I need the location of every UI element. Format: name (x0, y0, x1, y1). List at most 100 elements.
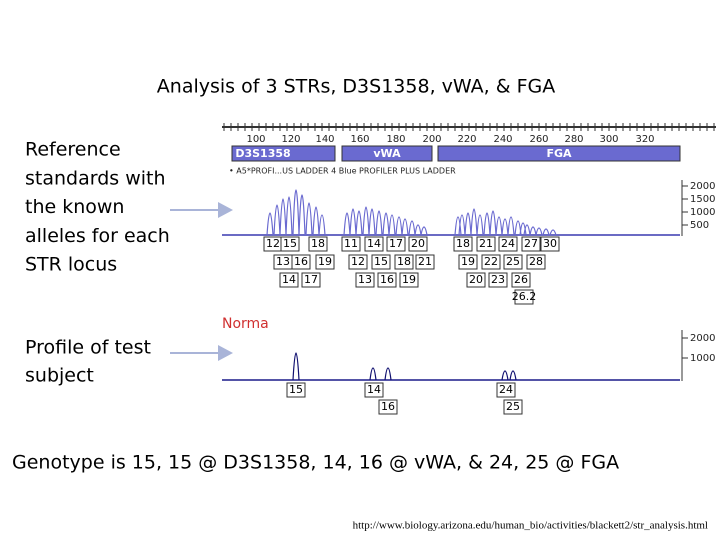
allele-box (378, 399, 398, 415)
peak (292, 189, 300, 236)
allele-box (526, 254, 546, 270)
allele-box (315, 254, 335, 270)
peak (401, 218, 409, 236)
peak (509, 370, 517, 381)
peak (384, 367, 392, 381)
allele-label: 26.2 (512, 290, 537, 303)
scale-label: 2000 (690, 181, 715, 192)
allele-label: 15 (289, 383, 303, 396)
locus-label: D3S1358 (235, 147, 290, 160)
allele-box (514, 289, 534, 305)
allele-label: 21 (479, 237, 493, 250)
peak (355, 210, 363, 236)
allele-label: 20 (469, 273, 483, 286)
allele-label: 24 (499, 383, 513, 396)
allele-label: 19 (461, 255, 475, 268)
allele-label: 21 (418, 255, 432, 268)
peak (454, 216, 462, 236)
allele-label: 19 (318, 255, 332, 268)
peak (388, 214, 396, 236)
peak (395, 216, 403, 236)
ruler-label: 120 (281, 134, 300, 145)
allele-box (355, 272, 375, 288)
scale-label: 1500 (690, 194, 715, 205)
allele-box (511, 272, 531, 288)
peak (368, 208, 376, 236)
allele-box (415, 254, 435, 270)
allele-label: 28 (529, 255, 543, 268)
ruler-label: 220 (457, 134, 476, 145)
reference-label: standards with (25, 167, 166, 189)
allele-label: 25 (506, 255, 520, 268)
peak (298, 194, 306, 236)
peak (273, 204, 281, 236)
allele-box (364, 382, 384, 398)
ladder-caption: • A5*PROFI...US LADDER 4 Blue PROFILER P… (229, 167, 456, 176)
peak (292, 352, 300, 381)
ruler-label: 240 (493, 134, 512, 145)
allele-box (408, 236, 428, 252)
allele-label: 14 (282, 273, 296, 286)
arrow (170, 202, 233, 218)
ruler-label: 260 (529, 134, 548, 145)
allele-box (386, 236, 406, 252)
allele-label: 11 (344, 237, 358, 250)
allele-label: 16 (380, 273, 394, 286)
peak (495, 216, 503, 236)
ruler-label: 180 (386, 134, 405, 145)
allele-label: 14 (367, 383, 381, 396)
allele-label: 24 (501, 237, 515, 250)
peak (476, 214, 484, 236)
allele-label: 20 (411, 237, 425, 250)
locus-bar (231, 145, 336, 162)
peak (549, 229, 557, 236)
allele-box (364, 236, 384, 252)
arrow (170, 345, 233, 361)
reference-label: the known (25, 196, 124, 218)
peak (489, 210, 497, 236)
allele-box (371, 254, 391, 270)
peak (470, 208, 478, 236)
allele-label: 26 (514, 273, 528, 286)
scale-label: 2000 (690, 333, 715, 344)
allele-label: 13 (358, 273, 372, 286)
allele-box (399, 272, 419, 288)
peak (343, 212, 351, 236)
peak (414, 224, 422, 236)
allele-box (503, 254, 523, 270)
scale-label: 1000 (690, 207, 715, 218)
allele-label: 15 (283, 237, 297, 250)
ruler-label: 140 (315, 134, 334, 145)
locus-bar (341, 145, 433, 162)
peak (362, 206, 370, 236)
allele-box (488, 272, 508, 288)
reference-label: alleles for each (25, 225, 170, 247)
allele-box (521, 236, 541, 252)
peak (529, 226, 537, 236)
ruler-label: 200 (422, 134, 441, 145)
peak (369, 367, 377, 381)
allele-box (481, 254, 501, 270)
allele-label: 23 (491, 273, 505, 286)
reference-label: Reference (25, 139, 121, 161)
ruler-label: 300 (599, 134, 618, 145)
allele-box (466, 272, 486, 288)
allele-label: 30 (543, 237, 557, 250)
allele-label: 16 (294, 255, 308, 268)
peak (501, 370, 509, 381)
profile-label: Profile of test (25, 337, 151, 359)
allele-label: 13 (276, 255, 290, 268)
peak (483, 212, 491, 236)
scale-label: 1000 (690, 353, 715, 364)
slide-title: Analysis of 3 STRs, D3S1358, vWA, & FGA (157, 76, 555, 98)
allele-label: 15 (374, 255, 388, 268)
ruler-label: 100 (246, 134, 265, 145)
peak (305, 202, 313, 236)
peak (349, 208, 357, 236)
profile-label: subject (25, 365, 94, 387)
allele-box (498, 236, 518, 252)
peak (542, 228, 550, 236)
allele-box (301, 272, 321, 288)
peak (318, 214, 326, 236)
locus-label: vWA (373, 147, 401, 160)
